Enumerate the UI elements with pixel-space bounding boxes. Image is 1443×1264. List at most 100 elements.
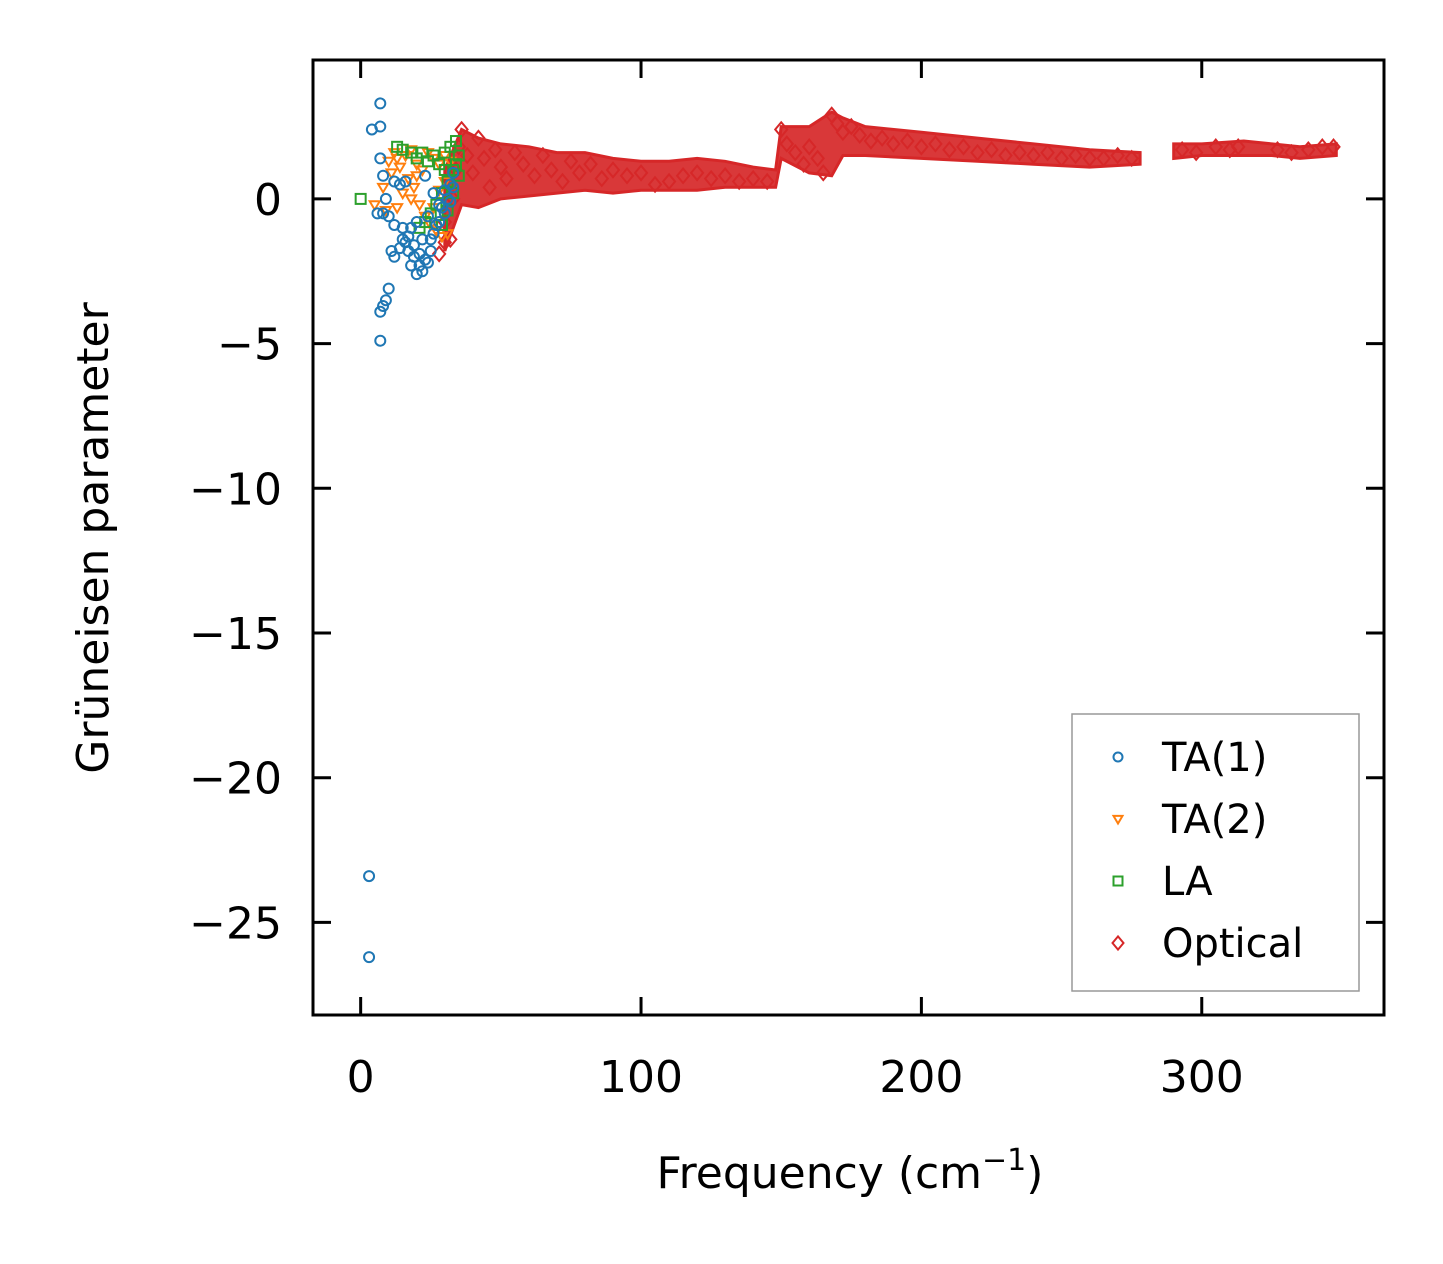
data-point	[374, 152, 387, 165]
data-point	[487, 140, 503, 159]
data-point	[1284, 143, 1299, 162]
data-point	[1188, 143, 1204, 162]
series-ta-1-	[363, 97, 460, 964]
data-point	[1054, 149, 1069, 168]
data-point	[433, 198, 446, 211]
x-tick-label: 200	[879, 1052, 963, 1103]
data-point	[1110, 146, 1125, 165]
data-point	[382, 210, 395, 223]
data-point	[1230, 138, 1246, 156]
data-point	[493, 158, 509, 176]
data-point	[393, 162, 407, 175]
data-point	[379, 192, 392, 205]
data-point	[956, 138, 971, 156]
data-point	[499, 169, 514, 188]
data-point	[382, 282, 395, 295]
legend-item-la: LA	[1112, 859, 1213, 905]
data-point	[689, 164, 705, 182]
legend-label: Optical	[1162, 921, 1303, 967]
data-point	[379, 294, 392, 307]
legend-marker	[1111, 934, 1125, 952]
data-point	[435, 201, 448, 214]
data-point	[675, 166, 691, 185]
data-point	[1124, 149, 1139, 168]
data-point	[1270, 140, 1285, 159]
data-point	[852, 126, 868, 145]
data-point	[438, 207, 451, 220]
data-point	[745, 169, 761, 188]
data-point	[759, 172, 775, 191]
data-point	[717, 166, 733, 185]
legend-item-ta-2-: TA(2)	[1111, 797, 1267, 843]
x-axis-title: Frequency (cm−1)	[657, 1143, 1044, 1199]
data-point	[424, 233, 437, 246]
optical-dense-band	[443, 110, 1142, 252]
data-point	[773, 120, 789, 139]
data-point	[703, 169, 719, 188]
data-point	[647, 175, 663, 194]
data-point	[376, 182, 390, 195]
x-tick-label: 0	[347, 1052, 375, 1103]
data-point	[572, 164, 587, 182]
data-point	[787, 143, 803, 162]
data-point	[447, 181, 460, 194]
x-tick-label: 100	[599, 1052, 683, 1103]
data-point	[796, 155, 811, 173]
data-point	[452, 149, 465, 162]
data-point	[374, 334, 387, 347]
data-point	[661, 172, 677, 191]
data-point	[416, 265, 429, 278]
data-point	[984, 140, 999, 159]
data-point	[374, 305, 387, 318]
data-point	[407, 182, 421, 195]
data-point	[942, 140, 957, 159]
data-point	[413, 259, 426, 272]
data-point	[371, 207, 384, 220]
data-point	[1040, 143, 1055, 162]
data-point	[363, 870, 376, 883]
legend: TA(1) TA(2) LA Optical	[1071, 713, 1360, 992]
data-point	[381, 156, 396, 169]
data-point	[427, 187, 440, 200]
y-tick-label: −15	[189, 609, 282, 660]
data-point	[396, 221, 409, 234]
data-point	[390, 203, 404, 215]
data-point	[404, 194, 418, 206]
legend-item-optical: Optical	[1111, 921, 1303, 967]
data-point	[447, 166, 460, 179]
data-point	[863, 132, 879, 150]
data-point	[563, 152, 579, 171]
data-point	[377, 299, 390, 312]
data-point	[399, 175, 412, 188]
data-point	[1208, 138, 1224, 156]
data-point	[605, 161, 621, 179]
data-point	[374, 120, 387, 133]
y-tick-label: −25	[189, 898, 282, 949]
data-point	[430, 218, 443, 231]
data-point	[424, 245, 437, 257]
axis-ticks	[313, 60, 1384, 1015]
data-point	[731, 172, 747, 191]
legend-item-ta-1-: TA(1)	[1112, 735, 1267, 781]
data-point	[779, 135, 795, 153]
legend-marker	[1112, 875, 1124, 887]
data-point	[1174, 140, 1190, 159]
data-point	[1026, 146, 1041, 165]
data-point	[367, 200, 382, 212]
data-point	[900, 132, 915, 150]
data-point	[815, 164, 831, 182]
data-point	[970, 143, 985, 162]
data-point	[544, 161, 559, 179]
data-point	[1012, 143, 1027, 162]
data-point	[507, 143, 523, 162]
data-point	[388, 250, 401, 263]
data-point	[844, 117, 859, 136]
legend-marker	[1112, 751, 1124, 763]
legend-marker	[1111, 814, 1125, 826]
data-point	[482, 178, 497, 197]
data-point	[435, 218, 448, 231]
data-point	[527, 166, 542, 185]
data-point	[412, 200, 427, 212]
